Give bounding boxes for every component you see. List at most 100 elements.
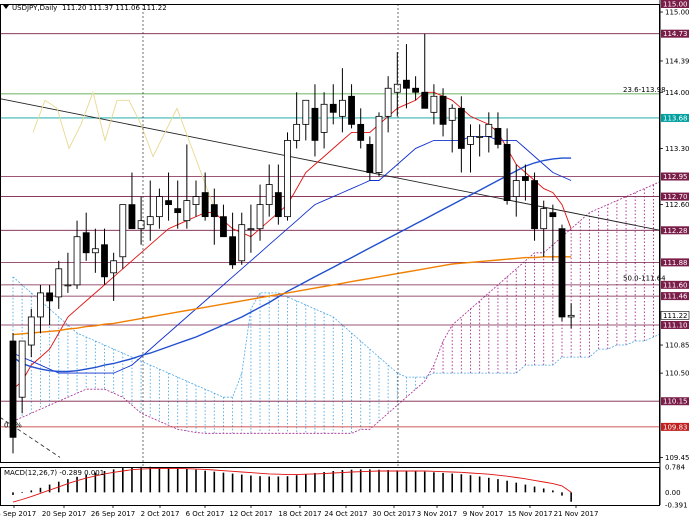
candle-body [476,136,484,138]
chikou-line [32,90,214,205]
level-label: 114.73 [663,30,688,38]
candle-body [101,244,108,278]
y-tick-label: 114.00 [665,89,690,97]
candle-body [531,180,538,230]
level-label-bg [661,280,689,289]
candle-body [110,260,118,274]
level-label: 113.68 [663,114,688,122]
candle-body [512,180,520,197]
level-label: 112.70 [663,193,688,201]
level-label-bg [661,192,689,201]
x-tick-label: 9 Nov 2017 [463,510,503,518]
candle-body [311,107,319,141]
candle-body [55,268,63,298]
level-label-bg [661,29,689,38]
candle-body [329,103,337,113]
candle-body [439,95,447,125]
x-tick-label: 15 Nov 2017 [508,510,553,518]
x-tick-label: 26 Sep 2017 [91,510,135,518]
candle-body [393,83,401,93]
candle-body [293,123,301,141]
candle-body [238,224,246,262]
candle-body [421,91,429,109]
candle-body [64,284,72,287]
candle-body [549,212,557,218]
candle-body [412,87,420,93]
level-label: 112.28 [663,227,688,235]
fib-label-top: 23.6-113.98 [623,86,666,94]
candle-body [128,204,136,230]
level-label-bg [661,226,689,235]
x-tick-label: 30 Oct 2017 [372,510,415,518]
chart-ohlc-label: 111.20 111.37 111.06 111.22 [62,4,167,12]
y-tick-label: 112.60 [665,201,690,209]
candle-body [82,232,90,254]
top-label: 115.00 [663,1,688,9]
level-label: 112.95 [663,173,688,181]
x-tick-label: 2 Oct 2017 [141,510,180,518]
collapse-triangle-icon[interactable] [3,5,9,9]
candle-body [403,79,410,89]
candle-body [265,184,273,206]
candle-body [210,204,218,218]
x-tick-label: 20 Sep 2017 [42,510,86,518]
fib-label-mid: 50.0-111.64 [623,275,666,283]
x-tick-label: 14 Sep 2017 [0,510,36,518]
level-label-bg [661,320,689,329]
candle-body [284,140,291,218]
y-tick-label: 110.85 [665,342,690,350]
trend-line [0,98,660,231]
candle-body [320,103,328,133]
candle-body [27,316,35,346]
candle-body [256,204,264,230]
macd-header: MACD(12,26,7) -0.289 0.001 [4,469,104,477]
candle-body [9,340,17,438]
current-price-label: 111.22 [663,312,688,320]
level-label-bg [661,292,689,301]
candle-body [348,95,355,125]
candles [9,33,575,454]
level-label: 111.10 [663,321,688,329]
level-label: 111.46 [663,293,688,301]
y-tick-label: 110.50 [665,370,690,378]
senkou-span-a [12,276,660,398]
x-tick-label: 18 Oct 2017 [278,510,321,518]
candle-body [137,220,145,230]
candle-body [247,228,255,231]
macd-frame [0,467,660,506]
candle-body [467,136,474,145]
level-label-bg [661,422,689,431]
candle-body [220,216,227,238]
ichimoku-cloud [12,184,654,434]
candle-body [384,87,392,117]
chart-symbol-label: USDJPY,Daily [12,4,57,12]
macd-tick-label: -0.391 [665,502,688,510]
x-tick-label: 24 Oct 2017 [324,510,367,518]
macd-tick-label: 0.784 [665,464,686,472]
candle-body [430,95,438,113]
candle-body [229,236,237,266]
candle-body [155,196,163,218]
level-label: 111.60 [663,281,688,289]
main-panel [0,33,660,458]
candle-body [274,192,282,218]
y-tick-label: 114.39 [665,57,690,65]
level-label: 110.15 [663,398,688,406]
macd-signal-line [12,467,572,503]
level-label-bg [661,113,689,122]
candle-body [37,292,44,318]
y-tick-label: 109.45 [665,454,690,462]
x-tick-label: 3 Nov 2017 [417,510,457,518]
x-tick-label: 6 Oct 2017 [186,510,225,518]
candle-body [375,115,383,173]
candle-body [366,144,374,173]
macd-tick-label: 0.00 [665,489,681,497]
line-ma-orange [12,256,572,336]
candle-body [494,127,502,145]
candle-body [567,314,575,318]
candle-body [119,204,127,258]
candle-body [73,236,81,286]
candle-body [146,216,154,226]
